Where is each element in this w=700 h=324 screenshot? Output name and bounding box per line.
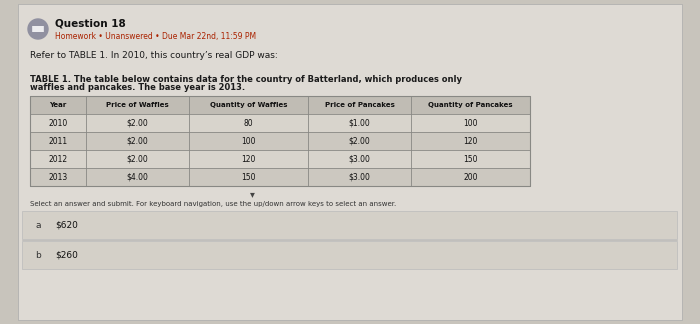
- Text: 2013: 2013: [48, 172, 68, 181]
- Text: $2.00: $2.00: [127, 136, 148, 145]
- Text: Select an answer and submit. For keyboard navigation, use the up/down arrow keys: Select an answer and submit. For keyboar…: [30, 201, 396, 207]
- Text: 120: 120: [241, 155, 255, 164]
- Text: Quantity of Pancakes: Quantity of Pancakes: [428, 102, 512, 108]
- Text: Homework • Unanswered • Due Mar 22nd, 11:59 PM: Homework • Unanswered • Due Mar 22nd, 11…: [55, 31, 256, 40]
- Text: ▾: ▾: [250, 189, 255, 199]
- Text: Question 18: Question 18: [55, 19, 126, 29]
- Text: 80: 80: [244, 119, 253, 128]
- Bar: [22, 241, 677, 269]
- Text: $1.00: $1.00: [349, 119, 370, 128]
- Text: a: a: [35, 221, 41, 229]
- Text: Year: Year: [50, 102, 66, 108]
- Bar: [30, 96, 530, 114]
- Text: Quantity of Waffles: Quantity of Waffles: [210, 102, 287, 108]
- Text: $4.00: $4.00: [127, 172, 148, 181]
- Bar: [30, 132, 530, 150]
- Text: Price of Waffles: Price of Waffles: [106, 102, 169, 108]
- Text: $3.00: $3.00: [349, 155, 370, 164]
- Text: 120: 120: [463, 136, 477, 145]
- Bar: [30, 114, 530, 132]
- Bar: [30, 168, 530, 186]
- Bar: [30, 150, 530, 168]
- Text: Refer to TABLE 1. In 2010, this country’s real GDP was:: Refer to TABLE 1. In 2010, this country’…: [30, 52, 278, 61]
- Circle shape: [28, 19, 48, 39]
- Text: $3.00: $3.00: [349, 172, 370, 181]
- Text: 100: 100: [241, 136, 255, 145]
- Text: TABLE 1. The table below contains data for the country of Batterland, which prod: TABLE 1. The table below contains data f…: [30, 75, 462, 84]
- Text: Price of Pancakes: Price of Pancakes: [325, 102, 394, 108]
- Text: 200: 200: [463, 172, 477, 181]
- Text: 2011: 2011: [48, 136, 68, 145]
- Text: 150: 150: [463, 155, 477, 164]
- Text: 2012: 2012: [48, 155, 68, 164]
- Text: 2010: 2010: [48, 119, 68, 128]
- Text: $2.00: $2.00: [127, 119, 148, 128]
- Bar: [22, 211, 677, 239]
- Text: $260: $260: [55, 250, 78, 260]
- Text: b: b: [35, 250, 41, 260]
- Text: $2.00: $2.00: [349, 136, 370, 145]
- Text: $2.00: $2.00: [127, 155, 148, 164]
- Text: 150: 150: [241, 172, 255, 181]
- Text: waffles and pancakes. The base year is 2013.: waffles and pancakes. The base year is 2…: [30, 84, 245, 92]
- Text: 100: 100: [463, 119, 477, 128]
- Bar: [30, 96, 530, 186]
- Text: $620: $620: [55, 221, 78, 229]
